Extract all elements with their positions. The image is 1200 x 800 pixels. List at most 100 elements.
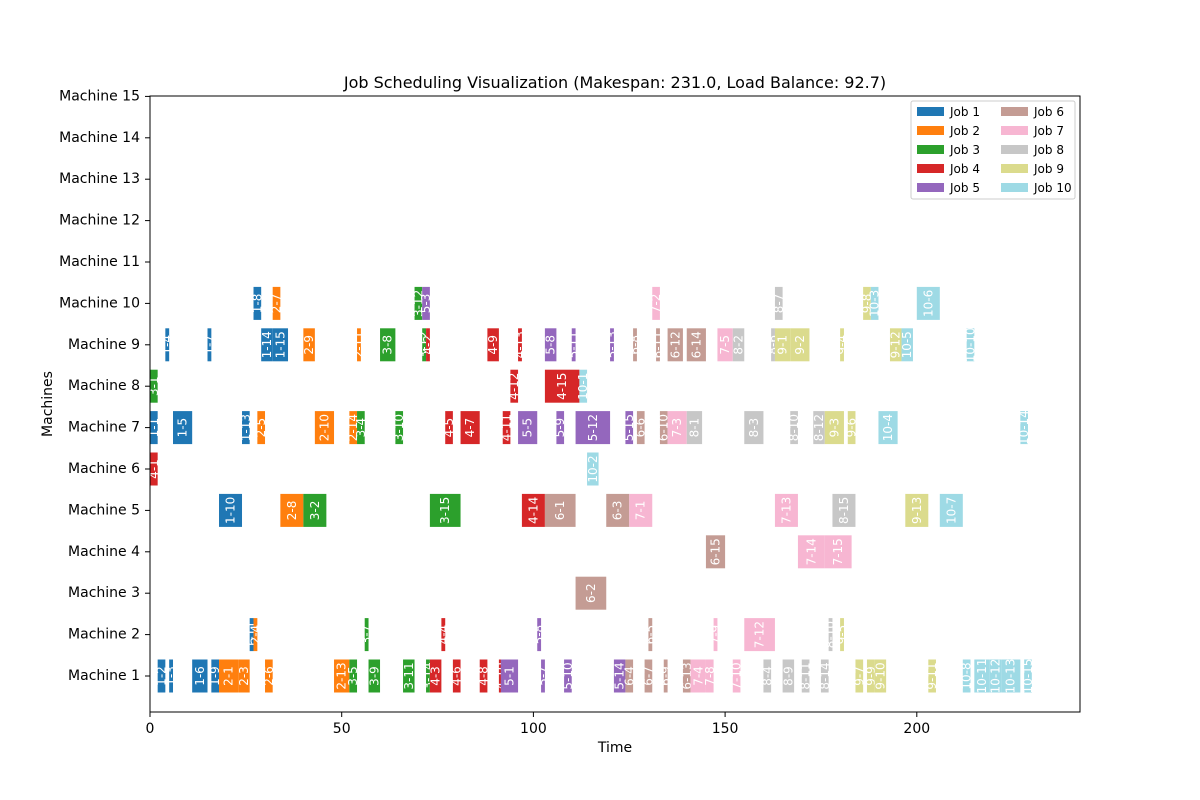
- x-tick-label: 50: [333, 721, 351, 737]
- task-bar: [502, 411, 511, 445]
- y-tick-label: Machine 2: [68, 627, 140, 643]
- task-bar: [667, 411, 687, 445]
- task-label: 5-5: [521, 418, 535, 438]
- x-tick-label: 150: [712, 721, 739, 737]
- task-bar: [414, 286, 423, 320]
- task-bar: [928, 659, 936, 693]
- task-label: 1-4: [160, 335, 174, 355]
- task-label: 4-7: [463, 418, 477, 438]
- legend-label: Job 2: [949, 124, 980, 138]
- task-label: 3-8: [381, 335, 395, 355]
- task-label: 2-8: [285, 501, 299, 521]
- task-label: 4-15: [555, 373, 569, 400]
- task-label: 6-9: [659, 666, 673, 686]
- task-bar: [364, 618, 369, 652]
- task-label: 10-2: [586, 455, 600, 482]
- task-label: 10-5: [900, 331, 914, 358]
- task-bar: [150, 369, 158, 403]
- legend-label: Job 8: [1033, 143, 1064, 157]
- task-bar: [487, 328, 499, 362]
- task-label: 1-7: [202, 335, 216, 355]
- y-tick-label: Machine 1: [68, 668, 140, 684]
- task-bar: [357, 411, 365, 445]
- task-bar: [537, 618, 542, 652]
- task-label: 10-4: [881, 414, 895, 441]
- task-bar: [165, 328, 170, 362]
- task-bar: [249, 618, 254, 652]
- task-label: 1-13: [239, 414, 253, 441]
- y-tick-label: Machine 4: [68, 544, 140, 560]
- task-bar: [763, 659, 772, 693]
- task-bar: [855, 659, 864, 693]
- task-bar: [564, 659, 572, 693]
- task-bar: [265, 659, 273, 693]
- task-label: 9-6: [845, 418, 859, 438]
- task-bar: [663, 659, 668, 693]
- task-bar: [426, 659, 430, 693]
- task-label: 1-15: [273, 331, 287, 358]
- task-bar: [575, 576, 607, 610]
- task-bar: [774, 328, 791, 362]
- task-label: 2-7: [270, 294, 284, 314]
- task-label: 9-8: [860, 294, 874, 314]
- task-label: 6-4: [622, 666, 636, 686]
- task-label: 3-11: [402, 662, 416, 689]
- y-tick-label: Machine 12: [59, 213, 140, 229]
- task-label: 5-1: [502, 666, 516, 686]
- task-label: 6-1: [553, 501, 567, 521]
- task-label: 7-5: [718, 335, 732, 355]
- task-bar: [349, 659, 358, 693]
- task-bar: [518, 328, 522, 362]
- task-label: 2-9: [302, 335, 316, 355]
- y-tick-label: Machine 5: [68, 502, 140, 518]
- task-label: 9-1: [776, 335, 790, 355]
- task-label: 6-5: [643, 625, 657, 645]
- task-label: 9-4: [835, 335, 849, 355]
- legend-swatch: [1001, 145, 1028, 154]
- y-tick-label: Machine 10: [59, 295, 140, 311]
- task-label: 7-12: [753, 621, 767, 648]
- y-tick-label: Machine 13: [59, 171, 140, 187]
- task-bar: [510, 369, 519, 403]
- task-bar: [460, 411, 480, 445]
- task-label: 2-6: [262, 666, 276, 686]
- task-label: 6-3: [611, 501, 625, 521]
- task-bar: [169, 659, 174, 693]
- task-label: 4-13: [513, 331, 527, 358]
- legend-label: Job 4: [949, 162, 980, 176]
- chart-title: Job Scheduling Visualization (Makespan: …: [343, 73, 886, 92]
- legend-swatch: [917, 145, 944, 154]
- task-label: 6-2: [584, 583, 598, 603]
- task-bar: [253, 618, 258, 652]
- task-bar: [686, 411, 703, 445]
- task-bar: [257, 411, 266, 445]
- y-tick-label: Machine 9: [68, 337, 140, 353]
- task-label: 2-1: [222, 666, 236, 686]
- task-label: 5-8: [544, 335, 558, 355]
- task-label: 4-3: [429, 666, 443, 686]
- legend-swatch: [917, 164, 944, 173]
- task-bar: [790, 328, 810, 362]
- task-bar: [368, 659, 381, 693]
- task-label: 2-4: [248, 625, 262, 645]
- task-bar: [518, 411, 538, 445]
- task-bar: [541, 659, 545, 693]
- task-label: 8-11: [799, 662, 813, 689]
- x-axis: 0 50 100 150 200: [146, 712, 930, 737]
- task-label: 1-9: [208, 666, 222, 686]
- task-bar: [571, 328, 576, 362]
- task-bar: [238, 659, 250, 693]
- y-axis: Machine 1 Machine 2 Machine 3 Machine 4 Mach…: [59, 88, 150, 684]
- task-label: 2-10: [317, 414, 331, 441]
- task-label: 6-6: [634, 418, 648, 438]
- task-label: 8-4: [760, 666, 774, 686]
- task-bar: [150, 452, 158, 486]
- task-bar: [261, 328, 273, 362]
- task-label: 9-12: [889, 331, 903, 358]
- task-label: 10-10: [963, 327, 977, 362]
- task-bar: [690, 659, 706, 693]
- task-label: 10-6: [921, 290, 935, 317]
- task-bar: [966, 328, 975, 362]
- y-axis-label: Machines: [40, 371, 56, 437]
- task-bar: [889, 328, 902, 362]
